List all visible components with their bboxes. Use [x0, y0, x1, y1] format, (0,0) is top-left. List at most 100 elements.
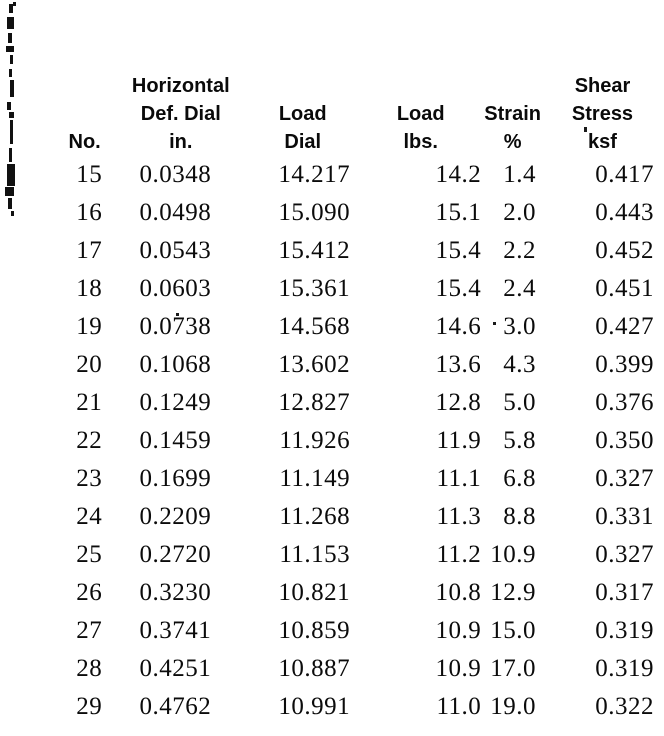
- cell-horiz-def-dial: 0.1459: [139, 427, 212, 454]
- cell-strain-pct: 17.0: [490, 655, 536, 682]
- cell-no: 21: [76, 389, 103, 416]
- cell-shear-stress: 0.452: [595, 237, 654, 264]
- cell-horiz-def-dial: 0.1699: [139, 465, 212, 492]
- cell-strain-pct: 15.0: [490, 617, 536, 644]
- cell-shear-stress: 0.376: [595, 389, 654, 416]
- cell-shear-stress: 0.322: [595, 693, 654, 720]
- cell-load-dial: 10.859: [278, 617, 351, 644]
- table-row: 25 0.2720 11.153 11.2 10.9 0.327: [56, 536, 664, 574]
- cell-shear-stress: 0.331: [595, 503, 654, 530]
- cell-no: 17: [76, 237, 103, 264]
- cell-horiz-def-dial: 0.0603: [139, 275, 212, 302]
- header-line: Load: [396, 103, 445, 125]
- cell-shear-stress: 0.327: [595, 465, 654, 492]
- cell-shear-stress: 0.327: [595, 541, 654, 568]
- cell-load-dial: 10.991: [278, 693, 351, 720]
- cell-strain-pct: 8.8: [503, 503, 536, 530]
- cell-horiz-def-dial: 0.0738: [139, 313, 212, 340]
- column-header-horizontal-def-dial: Horizontal Def. Dial in.: [113, 62, 248, 156]
- cell-horiz-def-dial: 0.2720: [139, 541, 212, 568]
- cell-load-lbs: 11.0: [436, 693, 482, 720]
- header-line: Shear: [574, 75, 631, 97]
- header-line: Stress: [571, 103, 634, 125]
- cell-load-lbs: 12.8: [435, 389, 482, 416]
- table-row: 20 0.1068 13.602 13.6 4.3 0.399: [56, 346, 664, 384]
- table-row: 29 0.4762 10.991 11.0 19.0 0.322: [56, 688, 664, 726]
- header-line: No.: [68, 131, 101, 153]
- cell-strain-pct: 2.0: [503, 199, 536, 226]
- cell-load-lbs: 14.6: [435, 313, 482, 340]
- column-header-load-lbs: Load lbs.: [357, 62, 484, 156]
- header-line: Load: [278, 103, 327, 125]
- cell-strain-pct: 4.3: [503, 351, 536, 378]
- cell-load-dial: 10.887: [278, 655, 351, 682]
- cell-load-dial: 11.153: [279, 541, 351, 568]
- cell-load-dial: 14.568: [278, 313, 351, 340]
- cell-load-lbs: 14.2: [435, 161, 482, 188]
- scan-speck: [493, 322, 496, 325]
- table-row: 28 0.4251 10.887 10.9 17.0 0.319: [56, 650, 664, 688]
- cell-strain-pct: 10.9: [490, 541, 536, 568]
- cell-horiz-def-dial: 0.3230: [139, 579, 212, 606]
- header-line: in.: [169, 131, 193, 153]
- cell-strain-pct: 3.0: [503, 313, 536, 340]
- scan-speck: [584, 127, 587, 132]
- cell-no: 18: [76, 275, 103, 302]
- table-row: 19 0.0738 14.568 14.6 3.0 0.427: [56, 308, 664, 346]
- cell-load-lbs: 10.9: [435, 655, 482, 682]
- cell-load-lbs: 15.4: [435, 275, 482, 302]
- cell-strain-pct: 5.0: [503, 389, 536, 416]
- cell-strain-pct: 1.4: [503, 161, 536, 188]
- cell-no: 25: [76, 541, 103, 568]
- cell-no: 20: [76, 351, 103, 378]
- cell-load-lbs: 11.2: [436, 541, 482, 568]
- table-row: 17 0.0543 15.412 15.4 2.2 0.452: [56, 232, 664, 270]
- header-line: Dial: [284, 131, 322, 153]
- header-line: Strain: [484, 103, 541, 125]
- cell-load-dial: 14.217: [278, 161, 351, 188]
- table-row: 23 0.1699 11.149 11.1 6.8 0.327: [56, 460, 664, 498]
- header-line: lbs.: [403, 131, 438, 153]
- cell-horiz-def-dial: 0.1068: [139, 351, 212, 378]
- cell-load-dial: 15.090: [278, 199, 351, 226]
- header-line: Def. Dial: [140, 103, 221, 125]
- cell-horiz-def-dial: 0.0348: [139, 161, 212, 188]
- table-row: 15 0.0348 14.217 14.2 1.4 0.417: [56, 156, 664, 194]
- table-row: 27 0.3741 10.859 10.9 15.0 0.319: [56, 612, 664, 650]
- cell-no: 26: [76, 579, 103, 606]
- table-body: 15 0.0348 14.217 14.2 1.4 0.417 16 0.0498 15.090…: [56, 156, 664, 726]
- cell-load-dial: 12.827: [278, 389, 351, 416]
- cell-shear-stress: 0.350: [595, 427, 654, 454]
- column-header-strain: Strain %: [484, 62, 541, 156]
- cell-shear-stress: 0.427: [595, 313, 654, 340]
- cell-load-lbs: 10.9: [435, 617, 482, 644]
- cell-load-dial: 15.412: [278, 237, 351, 264]
- table-row: 21 0.1249 12.827 12.8 5.0 0.376: [56, 384, 664, 422]
- cell-strain-pct: 2.2: [503, 237, 536, 264]
- cell-load-dial: 11.926: [279, 427, 351, 454]
- cell-strain-pct: 5.8: [503, 427, 536, 454]
- header-line: %: [503, 131, 522, 153]
- cell-shear-stress: 0.319: [595, 617, 654, 644]
- cell-shear-stress: 0.319: [595, 655, 654, 682]
- cell-load-dial: 10.821: [278, 579, 351, 606]
- cell-load-lbs: 13.6: [435, 351, 482, 378]
- cell-no: 27: [76, 617, 103, 644]
- cell-shear-stress: 0.399: [595, 351, 654, 378]
- cell-load-dial: 13.602: [278, 351, 351, 378]
- cell-load-lbs: 15.4: [435, 237, 482, 264]
- cell-horiz-def-dial: 0.4251: [139, 655, 212, 682]
- cell-load-dial: 11.268: [279, 503, 351, 530]
- table-header: No. Horizontal Def. Dial in. Load Dial: [56, 62, 664, 156]
- cell-no: 28: [76, 655, 103, 682]
- cell-load-lbs: 15.1: [435, 199, 482, 226]
- column-header-no: No.: [56, 62, 113, 156]
- cell-strain-pct: 12.9: [490, 579, 536, 606]
- column-header-load-dial: Load Dial: [248, 62, 357, 156]
- cell-no: 23: [76, 465, 103, 492]
- cell-load-lbs: 11.3: [436, 503, 482, 530]
- cell-horiz-def-dial: 0.2209: [139, 503, 212, 530]
- cell-horiz-def-dial: 0.1249: [139, 389, 212, 416]
- cell-horiz-def-dial: 0.4762: [139, 693, 212, 720]
